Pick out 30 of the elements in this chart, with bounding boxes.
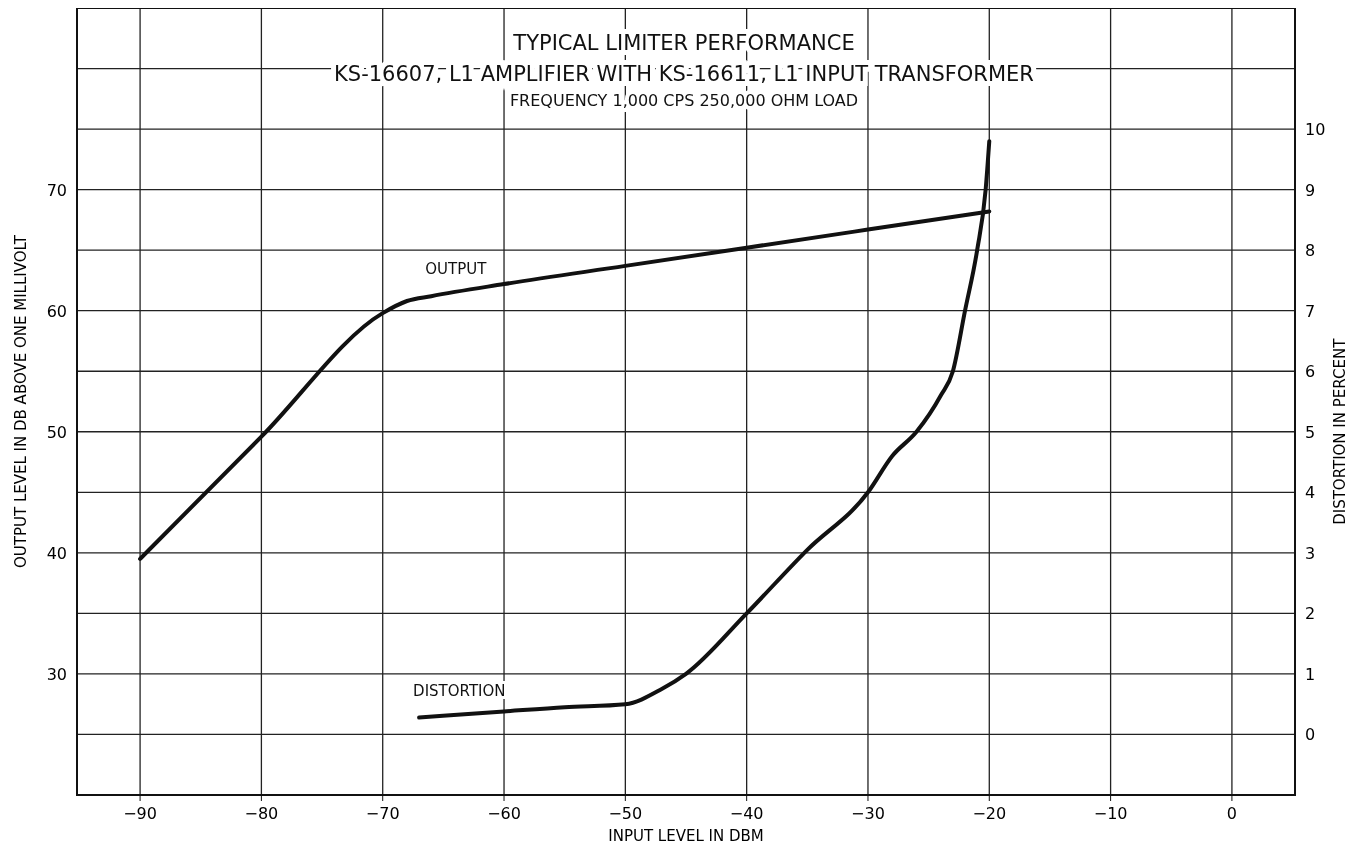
y-tick-label: 40 bbox=[46, 543, 67, 563]
x-tick-label: −50 bbox=[608, 804, 643, 823]
y2-tick-label: 1 bbox=[1305, 664, 1316, 684]
x-tick-label: −20 bbox=[972, 804, 1007, 823]
y2-tick-label: 7 bbox=[1305, 301, 1316, 321]
x-tick-label: −10 bbox=[1093, 804, 1128, 823]
y2-tick-label: 2 bbox=[1305, 604, 1316, 624]
x-tick-label: −70 bbox=[365, 804, 400, 823]
x-tick-label: −80 bbox=[244, 804, 279, 823]
x-tick-label: −40 bbox=[729, 804, 764, 823]
y-tick-label: 70 bbox=[46, 180, 67, 200]
x-tick-label: −60 bbox=[487, 804, 521, 823]
series-label: OUTPUT bbox=[425, 260, 488, 279]
y2-tick-label: 9 bbox=[1305, 180, 1316, 200]
y-tick-label: 30 bbox=[46, 664, 67, 684]
y2-tick-label: 3 bbox=[1305, 543, 1316, 563]
x-axis-title: INPUT LEVEL IN DBM bbox=[608, 827, 764, 845]
y2-tick-label: 6 bbox=[1305, 362, 1316, 382]
x-tick-label: −90 bbox=[123, 804, 157, 823]
y2-tick-label: 8 bbox=[1305, 241, 1316, 261]
y2-tick-label: 0 bbox=[1305, 725, 1316, 745]
y-tick-label: 60 bbox=[46, 301, 67, 321]
y2-tick-label: 4 bbox=[1305, 483, 1316, 503]
y-axis-title: OUTPUT LEVEL IN DB ABOVE ONE MILLIVOLT bbox=[12, 234, 30, 568]
y-tick-label: 50 bbox=[46, 422, 67, 442]
y2-tick-label: 5 bbox=[1305, 422, 1316, 442]
y2-tick-label: 10 bbox=[1305, 120, 1326, 140]
y2-axis-title: DISTORTION IN PERCENT bbox=[1331, 337, 1349, 525]
x-tick-label: −30 bbox=[851, 804, 885, 823]
x-tick-label: 0 bbox=[1226, 804, 1238, 823]
